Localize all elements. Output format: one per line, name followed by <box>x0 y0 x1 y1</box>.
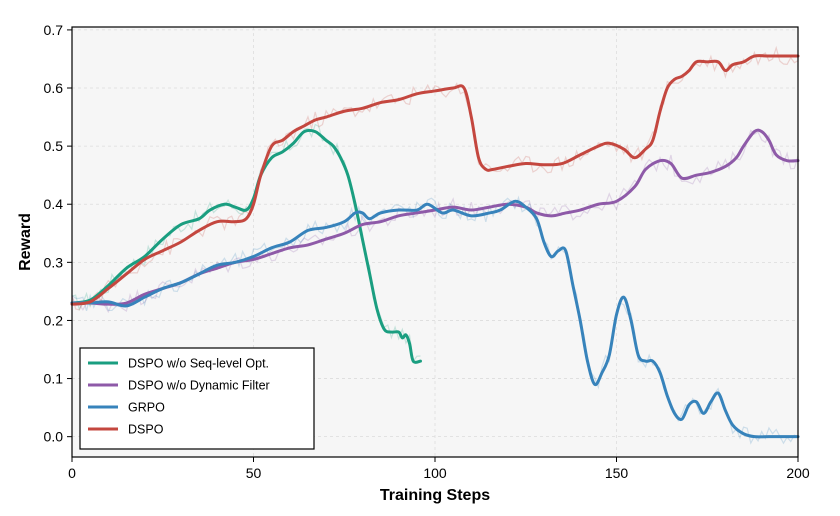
y-tick-label: 0.7 <box>44 22 64 38</box>
y-tick-label: 0.4 <box>44 196 64 212</box>
y-tick-label: 0.0 <box>44 429 64 445</box>
legend: DSPO w/o Seq-level Opt. DSPO w/o Dynamic … <box>79 347 315 450</box>
legend-label: DSPO w/o Seq-level Opt. <box>128 357 269 371</box>
series-line <box>70 54 800 306</box>
legend-label: GRPO <box>128 401 165 415</box>
y-tick-label: 0.1 <box>44 371 64 387</box>
series-line <box>70 128 422 364</box>
y-tick-label: 0.2 <box>44 312 64 328</box>
legend-label: DSPO <box>128 423 164 437</box>
y-axis-label: Reward <box>17 213 34 271</box>
series-line <box>70 199 800 439</box>
legend-box <box>79 347 315 450</box>
x-tick-label: 150 <box>605 465 629 481</box>
axis-ticks: 0 50 100 150 200 0.0 0.1 0.2 0.3 0.4 0.5 0.6 0.7 <box>44 22 810 481</box>
x-tick-label: 50 <box>246 465 262 481</box>
x-tick-label: 0 <box>68 465 76 481</box>
x-tick-label: 100 <box>423 465 447 481</box>
legend-label: DSPO w/o Dynamic Filter <box>128 379 270 393</box>
series-line <box>70 128 800 306</box>
smoothed-curves <box>70 54 800 439</box>
y-tick-label: 0.5 <box>44 138 64 154</box>
x-axis-label: Training Steps <box>380 487 490 504</box>
x-tick-label: 200 <box>786 465 810 481</box>
y-tick-label: 0.3 <box>44 254 64 270</box>
y-tick-label: 0.6 <box>44 80 64 96</box>
